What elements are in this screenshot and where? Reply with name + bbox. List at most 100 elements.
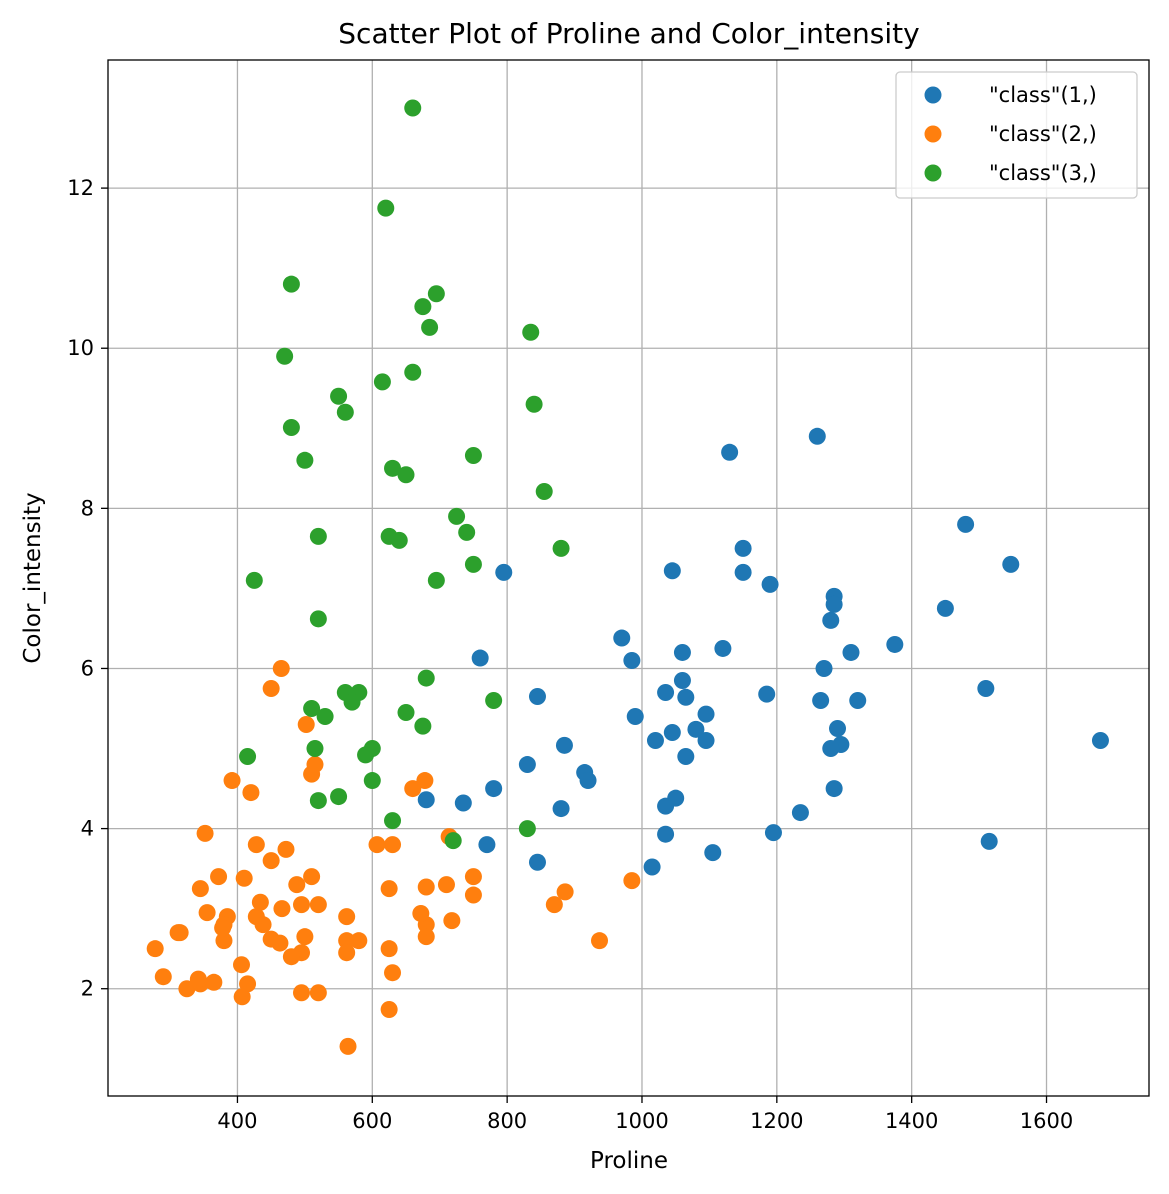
data-point bbox=[552, 539, 570, 557]
data-point bbox=[464, 868, 482, 886]
data-point bbox=[232, 956, 250, 974]
data-point bbox=[977, 679, 995, 697]
y-tick-label: 10 bbox=[67, 336, 94, 360]
data-point bbox=[417, 791, 435, 809]
data-point bbox=[812, 691, 830, 709]
data-point bbox=[303, 868, 321, 886]
data-point bbox=[518, 820, 536, 838]
data-point bbox=[613, 629, 631, 647]
data-point bbox=[414, 717, 432, 735]
data-point bbox=[373, 373, 391, 391]
data-point bbox=[437, 876, 455, 894]
y-tick-label: 8 bbox=[81, 496, 94, 520]
data-point bbox=[704, 844, 722, 862]
data-point bbox=[697, 732, 715, 750]
series-1 bbox=[417, 427, 1109, 876]
data-point bbox=[189, 970, 207, 988]
x-axis-label: Proline bbox=[590, 1148, 668, 1174]
data-point bbox=[380, 1001, 398, 1019]
data-point bbox=[339, 1037, 357, 1055]
data-point bbox=[282, 275, 300, 293]
data-point bbox=[215, 932, 233, 950]
data-point bbox=[815, 659, 833, 677]
data-point bbox=[454, 794, 472, 812]
data-point bbox=[384, 812, 402, 830]
data-point bbox=[380, 940, 398, 958]
data-point bbox=[251, 893, 269, 911]
data-point bbox=[288, 876, 306, 894]
data-point bbox=[886, 635, 904, 653]
y-tick-label: 12 bbox=[67, 176, 94, 200]
x-tick-label: 1200 bbox=[750, 1109, 803, 1133]
data-point bbox=[233, 988, 251, 1006]
data-point bbox=[518, 756, 536, 774]
data-point bbox=[343, 693, 361, 711]
data-point bbox=[764, 824, 782, 842]
data-point bbox=[338, 932, 356, 950]
data-point bbox=[296, 451, 314, 469]
data-point bbox=[272, 659, 290, 677]
data-point bbox=[458, 523, 476, 541]
data-point bbox=[444, 832, 462, 850]
data-point bbox=[464, 555, 482, 573]
legend-marker bbox=[924, 164, 942, 182]
data-point bbox=[316, 708, 334, 726]
data-point bbox=[714, 639, 732, 657]
data-point bbox=[761, 575, 779, 593]
data-point bbox=[485, 780, 503, 798]
x-tick-label: 600 bbox=[352, 1109, 392, 1133]
legend-label: "class"(1,) bbox=[989, 83, 1097, 107]
data-point bbox=[485, 691, 503, 709]
data-point bbox=[822, 740, 840, 758]
data-point bbox=[555, 736, 573, 754]
data-point bbox=[1091, 732, 1109, 750]
data-point bbox=[657, 825, 675, 843]
data-point bbox=[350, 932, 368, 950]
data-point bbox=[626, 708, 644, 726]
data-point bbox=[417, 669, 435, 687]
data-point bbox=[196, 824, 214, 842]
data-point bbox=[825, 780, 843, 798]
data-point bbox=[579, 772, 597, 790]
data-point bbox=[223, 772, 241, 790]
data-point bbox=[673, 671, 691, 689]
data-point bbox=[384, 459, 402, 477]
data-point bbox=[363, 772, 381, 790]
y-tick-label: 6 bbox=[81, 656, 94, 680]
data-point bbox=[412, 904, 430, 922]
chart-title: Scatter Plot of Proline and Color_intens… bbox=[338, 17, 919, 50]
data-point bbox=[235, 869, 253, 887]
data-point bbox=[293, 896, 311, 914]
data-point bbox=[330, 387, 348, 405]
data-point bbox=[178, 980, 196, 998]
data-point bbox=[535, 483, 553, 501]
data-point bbox=[417, 878, 435, 896]
data-point bbox=[734, 563, 752, 581]
data-point bbox=[309, 984, 327, 1002]
data-point bbox=[330, 788, 348, 806]
data-point bbox=[980, 832, 998, 850]
data-point bbox=[191, 880, 209, 898]
data-point bbox=[663, 562, 681, 580]
legend-box bbox=[895, 71, 1138, 199]
series-2 bbox=[146, 659, 641, 1055]
data-point bbox=[791, 804, 809, 822]
x-tick-label: 1400 bbox=[885, 1109, 938, 1133]
data-point bbox=[478, 836, 496, 854]
data-point bbox=[297, 716, 315, 734]
data-point bbox=[687, 720, 705, 738]
data-point bbox=[309, 896, 327, 914]
data-point bbox=[306, 740, 324, 758]
data-point bbox=[154, 968, 172, 986]
x-tick-label: 1000 bbox=[615, 1109, 668, 1133]
data-point bbox=[276, 347, 294, 365]
axis-ticks: 400 600 800 1000 1200 1400 1600 2 4 6 8 10 12 bbox=[67, 176, 1073, 1133]
data-point bbox=[404, 99, 422, 117]
data-point bbox=[495, 563, 513, 581]
data-point bbox=[528, 687, 546, 705]
data-point bbox=[464, 886, 482, 904]
data-point bbox=[397, 704, 415, 722]
data-point bbox=[198, 904, 216, 922]
data-point bbox=[448, 507, 466, 525]
